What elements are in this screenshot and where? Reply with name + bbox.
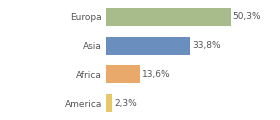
Text: 13,6%: 13,6%: [142, 70, 171, 79]
Bar: [106, 37, 190, 54]
Text: 33,8%: 33,8%: [192, 41, 221, 50]
Text: 50,3%: 50,3%: [233, 12, 261, 21]
Bar: [106, 8, 231, 26]
Bar: [106, 94, 112, 112]
Bar: [106, 66, 140, 83]
Text: 2,3%: 2,3%: [114, 99, 137, 108]
